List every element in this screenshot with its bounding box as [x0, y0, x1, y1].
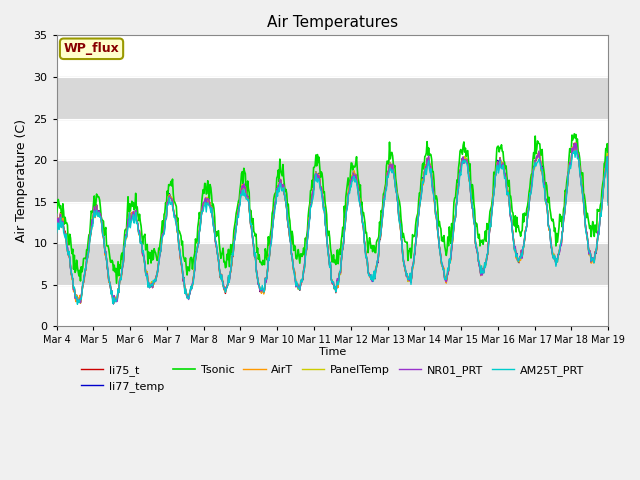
li75_t: [53, 223, 61, 228]
Line: PanelTemp: PanelTemp: [57, 144, 608, 303]
PanelTemp: [205, 200, 213, 206]
Line: Tsonic: Tsonic: [57, 134, 608, 283]
li77_temp: [177, 252, 184, 257]
li75_t: [417, 198, 424, 204]
li77_temp: [63, 242, 70, 248]
PanelTemp: [572, 142, 580, 147]
Line: li75_t: li75_t: [57, 143, 608, 303]
li75_t: [570, 140, 578, 146]
Tsonic: [205, 196, 213, 202]
NR01_PRT: [604, 198, 612, 204]
Bar: [57, 77, 608, 119]
li75_t: [604, 199, 612, 204]
li77_temp: [417, 198, 424, 204]
AM25T_PRT: [177, 250, 184, 256]
Tsonic: [417, 192, 424, 197]
NR01_PRT: [63, 241, 70, 247]
li77_temp: [53, 225, 61, 231]
AM25T_PRT: [53, 230, 61, 236]
AirT: [53, 225, 61, 231]
PanelTemp: [400, 260, 408, 266]
li75_t: [109, 300, 117, 306]
NR01_PRT: [53, 224, 61, 230]
Line: AirT: AirT: [57, 143, 608, 303]
Tsonic: [53, 210, 61, 216]
li75_t: [63, 242, 70, 248]
NR01_PRT: [177, 252, 184, 258]
li77_temp: [109, 301, 117, 307]
Line: li77_temp: li77_temp: [57, 144, 608, 304]
AirT: [205, 202, 213, 207]
NR01_PRT: [417, 199, 424, 204]
Tsonic: [177, 231, 184, 237]
PanelTemp: [604, 199, 612, 204]
PanelTemp: [109, 300, 117, 306]
li75_t: [177, 253, 184, 259]
PanelTemp: [120, 243, 128, 249]
li75_t: [205, 199, 213, 205]
PanelTemp: [63, 243, 70, 249]
NR01_PRT: [120, 243, 128, 249]
AM25T_PRT: [74, 301, 81, 307]
li75_t: [400, 262, 408, 268]
AM25T_PRT: [400, 262, 408, 268]
Tsonic: [113, 280, 120, 286]
PanelTemp: [177, 253, 184, 259]
AirT: [400, 261, 408, 266]
li77_temp: [604, 198, 612, 204]
li77_temp: [572, 141, 580, 147]
Bar: [57, 243, 608, 285]
AirT: [572, 140, 580, 145]
Text: WP_flux: WP_flux: [63, 42, 120, 55]
NR01_PRT: [572, 140, 580, 146]
Legend: li75_t, li77_temp, Tsonic, AirT, PanelTemp, NR01_PRT, AM25T_PRT: li75_t, li77_temp, Tsonic, AirT, PanelTe…: [77, 360, 588, 396]
AM25T_PRT: [417, 200, 424, 205]
AirT: [109, 300, 117, 306]
li75_t: [120, 244, 128, 250]
Bar: [57, 160, 608, 202]
li77_temp: [205, 201, 213, 206]
li77_temp: [400, 262, 408, 267]
li77_temp: [120, 245, 128, 251]
Title: Air Temperatures: Air Temperatures: [267, 15, 398, 30]
AirT: [63, 242, 70, 248]
AM25T_PRT: [573, 147, 580, 153]
AirT: [177, 254, 184, 260]
X-axis label: Time: Time: [319, 347, 346, 357]
Tsonic: [63, 220, 70, 226]
NR01_PRT: [400, 260, 408, 266]
AM25T_PRT: [604, 202, 612, 208]
AirT: [120, 246, 128, 252]
NR01_PRT: [109, 301, 117, 307]
Tsonic: [400, 234, 408, 240]
Line: NR01_PRT: NR01_PRT: [57, 143, 608, 304]
Tsonic: [604, 186, 612, 192]
AirT: [417, 197, 424, 203]
AM25T_PRT: [63, 245, 70, 251]
AM25T_PRT: [205, 203, 213, 209]
AirT: [604, 199, 612, 205]
Tsonic: [570, 131, 578, 137]
AM25T_PRT: [120, 243, 128, 249]
PanelTemp: [53, 223, 61, 228]
Y-axis label: Air Temperature (C): Air Temperature (C): [15, 120, 28, 242]
NR01_PRT: [205, 200, 213, 205]
Line: AM25T_PRT: AM25T_PRT: [57, 150, 608, 304]
Tsonic: [120, 236, 128, 242]
PanelTemp: [417, 199, 424, 204]
